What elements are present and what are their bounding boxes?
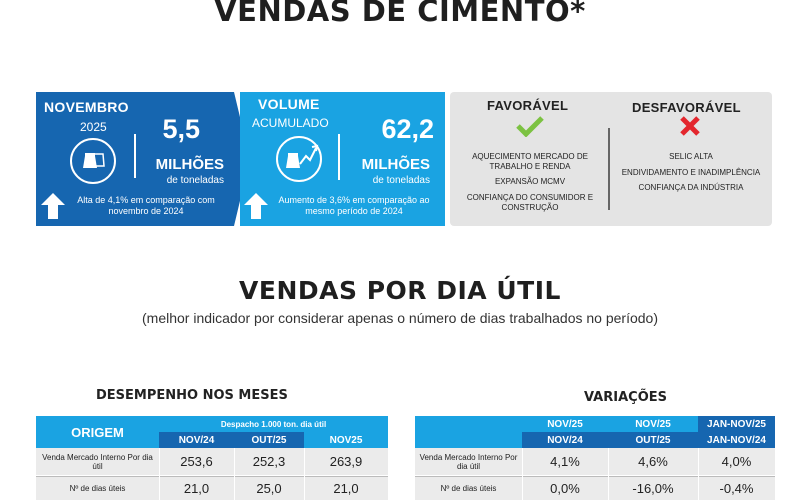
kpi-month-unit-sub: de toneladas <box>166 175 224 186</box>
table-row <box>415 448 775 475</box>
row-label: Nº de dias úteis <box>440 484 497 493</box>
favorable-item: CONFIANÇA DO CONSUMIDOR E CONSTRUÇÃO <box>466 193 594 212</box>
up-arrow-icon <box>244 193 268 219</box>
unfavorable-item: SELIC ALTA <box>669 152 713 161</box>
col-divider <box>698 448 699 500</box>
var-blank-header <box>415 416 522 448</box>
favorable-title: FAVORÁVEL <box>487 98 569 113</box>
col-divider <box>159 448 160 500</box>
kpi-volume-sub: ACUMULADO <box>252 116 329 130</box>
cross-icon <box>680 116 700 136</box>
var-col-header-bottom: NOV/24 <box>522 432 608 448</box>
var-col-header-bottom: OUT/25 <box>608 432 698 448</box>
perf-col-header: NOV/24 <box>159 432 234 448</box>
row-label: Venda Mercado Interno Por dia útil <box>42 452 153 471</box>
var-col-header-top: NOV/25 <box>608 416 698 432</box>
section-caption: (melhor indicador por considerar apenas … <box>142 310 658 326</box>
table-cell: 0,0% <box>550 481 580 496</box>
table-cell: 253,6 <box>180 454 213 469</box>
kpi-month-unit: MILHÕES <box>155 156 224 173</box>
favorable-item: EXPANSÃO MCMV <box>494 177 566 186</box>
unfavorable-title: DESFAVORÁVEL <box>632 100 741 115</box>
var-col-header-bottom: JAN-NOV/24 <box>698 432 775 448</box>
kpi-volume-unit: MILHÕES <box>361 156 430 173</box>
row-divider <box>36 476 388 477</box>
table-cell: -0,4% <box>719 481 754 496</box>
perf-table-title: DESEMPENHO NOS MESES <box>96 388 288 403</box>
table-cell: 25,0 <box>256 481 282 496</box>
table-cell: 21,0 <box>183 481 210 496</box>
table-row <box>36 448 388 475</box>
table-cell: 21,0 <box>333 481 359 496</box>
kpi-volume-label: VOLUME <box>258 96 320 112</box>
row-label: Venda Mercado Interno Por dia útil <box>419 452 518 471</box>
cement-growth-icon <box>276 136 322 182</box>
col-divider <box>304 448 305 500</box>
kpi-volume-unit-sub: de toneladas <box>372 175 430 186</box>
table-cell: 263,9 <box>329 454 363 469</box>
table-cell: 4,0% <box>721 454 752 469</box>
table-row <box>415 477 775 500</box>
section-title: VENDAS POR DIA ÚTIL <box>239 276 561 305</box>
table-row <box>36 477 388 500</box>
factors-box: FAVORÁVEL AQUECIMENTO MERCADO DE TRABALH… <box>450 92 772 226</box>
perf-origin-header: ORIGEM <box>36 416 159 448</box>
kpi-volume-value: 62,2 <box>381 114 434 144</box>
up-arrow-icon <box>41 193 65 219</box>
table-cell: 252,3 <box>252 454 286 469</box>
var-table-title: VARIAÇÕES <box>584 390 667 405</box>
kpi-month-note: Alta de 4,1% em comparação com novembro … <box>77 195 215 216</box>
kpi-divider <box>134 134 136 178</box>
col-divider <box>608 448 609 500</box>
kpi-card-volume: VOLUME ACUMULADO 62,2 MILHÕES de tonelad… <box>240 92 445 226</box>
table-cell: 4,6% <box>638 454 668 469</box>
kpi-card-month: NOVEMBRO 2025 5,5 MILHÕES de toneladas A… <box>36 92 250 226</box>
factors-divider <box>608 128 610 210</box>
kpi-month-year: 2025 <box>80 120 107 134</box>
var-table: NOV/25 NOV/24 NOV/25 OUT/25 JAN-NOV/25 J… <box>415 416 775 500</box>
row-divider <box>415 476 775 477</box>
col-divider <box>522 448 523 500</box>
kpi-divider <box>338 134 340 180</box>
perf-table: ORIGEM Despacho 1.000 ton. dia útil NOV/… <box>36 416 388 500</box>
unfavorable-item: ENDIVIDAMENTO E INADIMPLÊNCIA <box>621 168 761 177</box>
table-cell: -16,0% <box>632 481 674 496</box>
var-col-header-top: JAN-NOV/25 <box>698 416 775 432</box>
col-divider <box>234 448 235 500</box>
page-title: VENDAS DE CIMENTO* <box>214 0 586 28</box>
kpi-volume-note: Aumento de 3,6% em comparação ao mesmo p… <box>278 195 430 216</box>
perf-group-header: Despacho 1.000 ton. dia útil <box>159 416 388 432</box>
table-cell: 4,1% <box>550 454 580 469</box>
perf-col-header: OUT/25 <box>234 432 304 448</box>
var-col-header-top: NOV/25 <box>522 416 608 432</box>
row-label: Nº de dias úteis <box>69 484 126 493</box>
unfavorable-item: CONFIANÇA DA INDÚSTRIA <box>638 183 744 192</box>
favorable-item: AQUECIMENTO MERCADO DE TRABALHO E RENDA <box>472 152 588 171</box>
perf-col-header: NOV25 <box>304 432 388 448</box>
kpi-month-value: 5,5 <box>162 114 200 144</box>
cement-bag-icon <box>70 138 116 184</box>
check-icon <box>516 116 544 137</box>
kpi-month-label: NOVEMBRO <box>44 99 129 115</box>
